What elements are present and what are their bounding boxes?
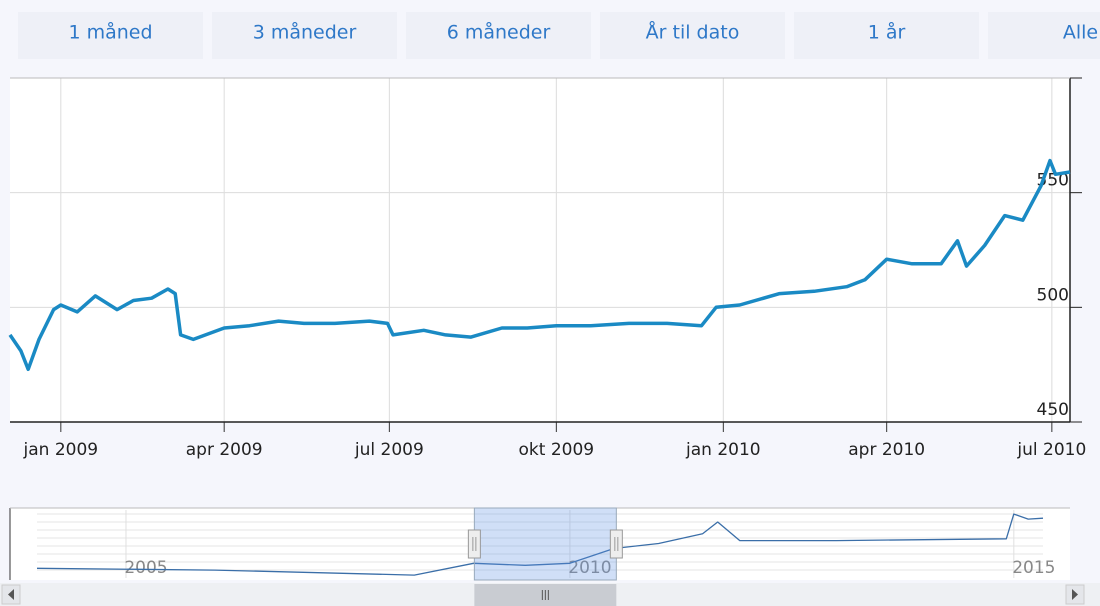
line-series [36,513,1044,576]
navigator-handle[interactable] [467,529,481,559]
navigator-tick-label: 2015 [1012,558,1055,578]
navigator-tick-label: 2005 [124,558,167,578]
y-tick-label: 500 [1037,285,1069,305]
plot-area [10,78,1070,422]
navigator-selection[interactable] [473,507,617,581]
y-tick-label: 450 [1037,400,1069,420]
x-tick-label: okt 2009 [519,440,595,460]
x-tick-label: apr 2009 [186,440,263,460]
x-tick-label: jan 2010 [685,440,761,460]
range-button[interactable] [18,12,203,59]
range-button-label: 1 måned [68,21,152,44]
arrow-right [1072,589,1078,600]
navigator-area [10,508,1070,580]
navigator-tick-label: 2010 [568,558,611,578]
x-tick-label: jul 2010 [1016,440,1086,460]
range-button[interactable] [794,12,979,59]
range-button-label: År til dato [646,21,740,44]
x-tick-label: jul 2009 [354,440,424,460]
range-button[interactable] [212,12,397,59]
range-button[interactable] [406,12,591,59]
range-button-label: Alle [1063,22,1098,44]
range-button[interactable] [988,12,1100,59]
line-series [8,158,1071,372]
range-button-label: 6 måneder [447,21,551,44]
x-tick-label: apr 2010 [848,440,925,460]
range-button[interactable] [600,12,785,59]
navigator-handle[interactable] [609,529,623,559]
x-tick-label: jan 2009 [23,440,99,460]
arrow-left [8,589,14,600]
range-button-label: 1 år [868,21,906,44]
range-button-label: 3 måneder [253,21,357,44]
